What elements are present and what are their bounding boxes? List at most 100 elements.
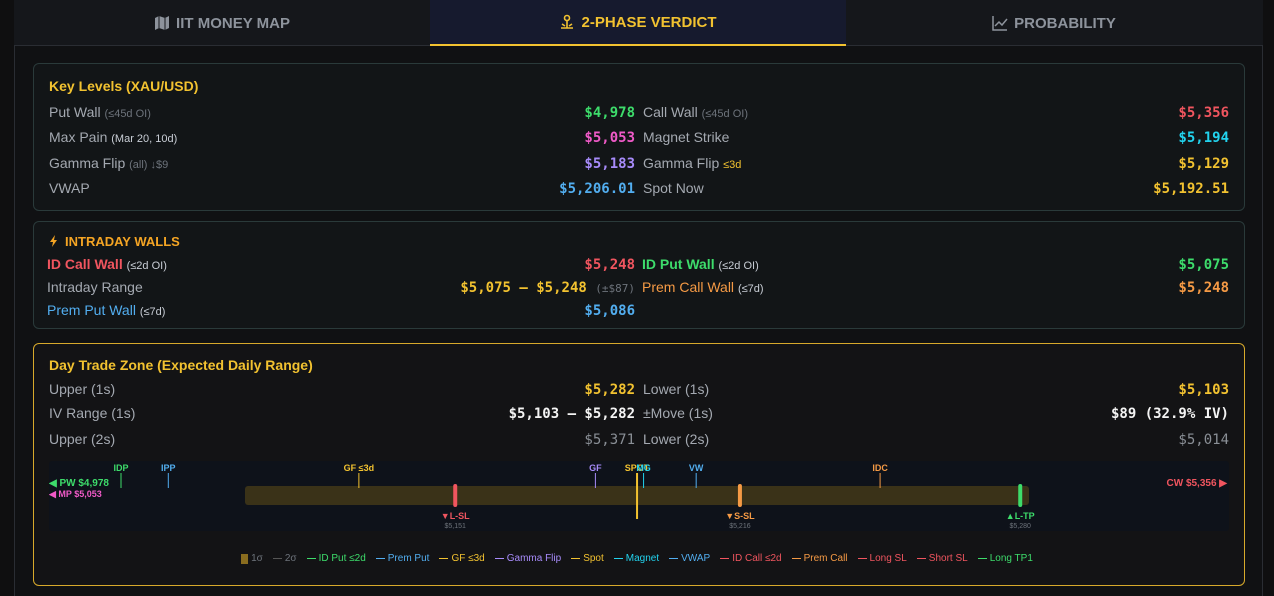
tab-label: IIT MONEY MAP [176, 14, 290, 32]
lower-2s-label: Lower (2s) [643, 431, 710, 447]
legend-swatch [977, 558, 987, 559]
legend-item: Spot [571, 553, 604, 564]
trade-level-label: ▼L-SL [441, 511, 470, 521]
legend-swatch [272, 558, 282, 559]
right-edge-label: CW $5,356 ▶ [1167, 478, 1229, 489]
max-pain-value: $5,053 [584, 130, 635, 146]
marker-label: MG [636, 463, 651, 473]
iv-range-label: IV Range (1s) [49, 405, 136, 421]
id-put-wall-label: ID Put Wall (≤2d OI) [642, 256, 759, 272]
legend-item: Gamma Flip [494, 553, 561, 564]
legend-swatch [571, 558, 581, 559]
intraday-walls-card: INTRADAY WALLS ID Call Wall (≤2d OI) $5,… [33, 221, 1245, 329]
tab-2-phase-verdict[interactable]: 2-PHASE VERDICT [430, 0, 846, 46]
marker-label: SPOT [625, 463, 650, 473]
gamma-flip-3d-value: $5,129 [1178, 156, 1229, 172]
put-wall-value: $4,978 [584, 105, 635, 121]
magnet-label: Magnet Strike [643, 129, 730, 145]
lower-1s-label: Lower (1s) [643, 381, 710, 397]
iv-range-value: $5,103 – $5,282 [508, 406, 635, 422]
legend-item: 1σ [241, 553, 263, 564]
spot-value: $5,192.51 [1153, 181, 1229, 197]
card-title: INTRADAY WALLS [49, 234, 180, 249]
trade-level-label: ▲L-TP [1006, 511, 1035, 521]
upper-2s-label: Upper (2s) [49, 431, 116, 447]
marker-label: GF [589, 463, 602, 473]
chart-line-icon [992, 16, 1008, 31]
legend-swatch [306, 558, 316, 559]
trade-level-bar [453, 484, 458, 507]
prem-put-wall-label: Prem Put Wall (≤7d) [47, 302, 166, 318]
chart-legend: 1σ 2σ ID Put ≤2d Prem Put GF ≤3d Gamma Flip Sp… [0, 553, 1274, 564]
marker-label: IDP [113, 463, 128, 473]
left-edge-label: ◀ PW $4,978 [49, 478, 109, 489]
gamma-flip-3d-label: Gamma Flip ≤3d [643, 155, 742, 171]
move-label: ±Move (1s) [643, 405, 713, 421]
legend-item: VWAP [669, 553, 710, 564]
legend-swatch [857, 558, 867, 559]
legend-item: ID Call ≤2d [720, 553, 782, 564]
bolt-icon [50, 235, 57, 247]
vwap-label: VWAP [49, 180, 90, 196]
id-call-wall-value: $5,248 [584, 257, 635, 273]
lower-1s-value: $5,103 [1178, 382, 1229, 398]
prem-call-wall-value: $5,248 [1178, 280, 1229, 296]
legend-swatch [241, 553, 249, 564]
left-edge-label: ◀ MP $5,053 [49, 489, 102, 499]
call-wall-value: $5,356 [1178, 105, 1229, 121]
vwap-value: $5,206.01 [559, 181, 635, 197]
legend-item: Prem Call [791, 553, 848, 564]
marker-label: VW [689, 463, 704, 473]
legend-item: 2σ [272, 553, 297, 564]
legend-item: GF ≤3d [439, 553, 485, 564]
magnet-value: $5,194 [1178, 130, 1229, 146]
legend-swatch [375, 558, 385, 559]
card-title: Key Levels (XAU/USD) [49, 78, 199, 94]
tab-label: 2-PHASE VERDICT [581, 13, 717, 31]
tab-probability[interactable]: PROBABILITY [846, 0, 1262, 46]
trade-level-price: $5,280 [1010, 523, 1032, 530]
legend-item: Long SL [857, 553, 907, 564]
upper-1s-label: Upper (1s) [49, 381, 116, 397]
map-icon [155, 16, 170, 30]
legend-item: Magnet [613, 553, 659, 564]
legend-swatch [669, 558, 679, 559]
id-call-wall-label: ID Call Wall (≤2d OI) [47, 256, 167, 272]
legend-swatch [613, 558, 623, 559]
marker-label: GF ≤3d [344, 463, 374, 473]
key-levels-card: Key Levels (XAU/USD) Put Wall (≤45d OI) … [33, 63, 1245, 211]
legend-item: ID Put ≤2d [306, 553, 366, 564]
legend-item: Short SL [916, 553, 968, 564]
intraday-range-label: Intraday Range [47, 279, 143, 295]
prem-put-wall-value: $5,086 [584, 303, 635, 319]
legend-swatch [916, 558, 926, 559]
range-chart: ◀ PW $4,978 ◀ MP $5,053 CW $5,356 ▶ IDP IPP G… [48, 461, 1229, 531]
marker-label: IDC [872, 463, 888, 473]
move-value: $89 (32.9% IV) [1110, 406, 1229, 422]
legend-item: Long TP1 [977, 553, 1033, 564]
call-wall-label: Call Wall (≤45d OI) [643, 104, 748, 120]
tab-bar: IIT MONEY MAP 2-PHASE VERDICT PROBABILIT… [14, 0, 1263, 46]
gamma-flip-all-value: $5,183 [584, 156, 635, 172]
legend-swatch [494, 558, 504, 559]
trade-level-bar [1018, 484, 1023, 507]
legend-item: Prem Put [375, 553, 429, 564]
gamma-flip-all-label: Gamma Flip (all) ↓$9 [49, 155, 169, 171]
put-wall-label: Put Wall (≤45d OI) [49, 104, 151, 120]
legend-swatch [439, 558, 449, 559]
id-put-wall-value: $5,075 [1178, 257, 1229, 273]
spot-label: Spot Now [643, 180, 704, 196]
tab-money-map[interactable]: IIT MONEY MAP [14, 0, 430, 46]
trade-level-bar [737, 484, 742, 507]
legend-swatch [720, 558, 730, 559]
legend-swatch [791, 558, 801, 559]
marker-label: IPP [161, 463, 176, 473]
prem-call-wall-label: Prem Call Wall (≤7d) [642, 279, 764, 295]
range-strip-svg: ◀ PW $4,978◀ MP $5,053 CW $5,356 ▶ IDP IPP G… [48, 463, 1229, 530]
max-pain-label: Max Pain (Mar 20, 10d) [49, 129, 178, 145]
upper-2s-value: $5,371 [584, 432, 635, 448]
scale-icon [561, 14, 574, 29]
card-title: Day Trade Zone (Expected Daily Range) [49, 357, 313, 373]
trade-level-label: ▼S-SL [725, 511, 755, 521]
trade-level-price: $5,216 [729, 523, 751, 530]
